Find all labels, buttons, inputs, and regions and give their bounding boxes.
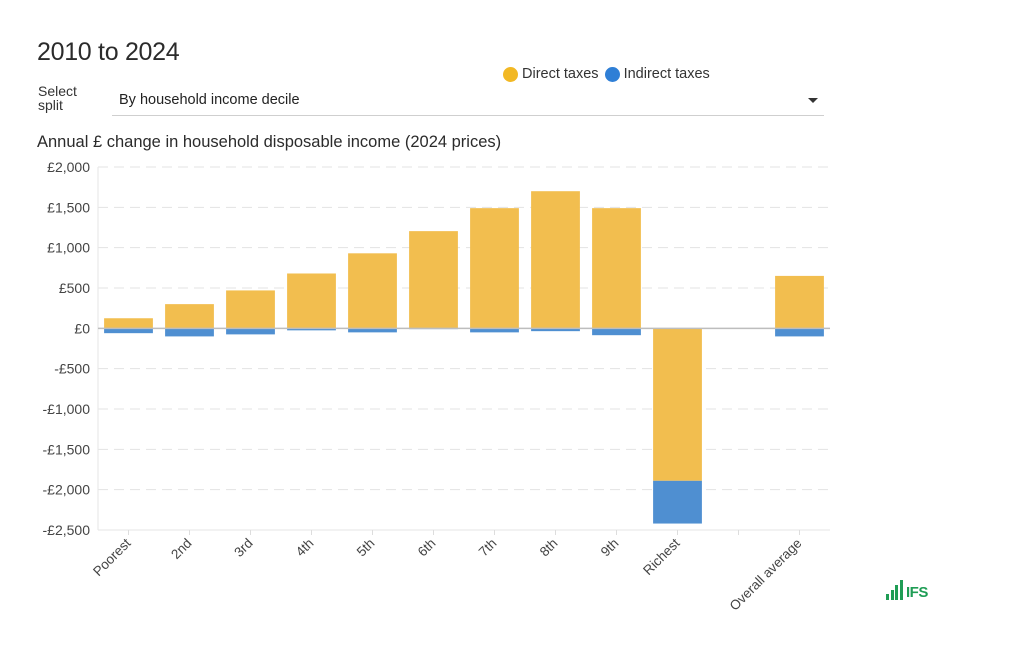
bar-direct	[592, 208, 641, 329]
y-tick-label: -£500	[54, 361, 90, 377]
bar-direct	[287, 273, 336, 329]
x-tick-label: 2nd	[168, 536, 195, 563]
bar-direct	[348, 253, 397, 329]
logo-text: IFS	[906, 584, 928, 601]
bar-indirect	[531, 328, 580, 332]
x-tick-label: 7th	[476, 536, 500, 560]
legend-dot-direct-icon	[503, 66, 518, 82]
x-tick-label: Overall average	[727, 536, 805, 614]
split-select-dropdown[interactable]: By household income decile	[112, 84, 824, 116]
chevron-down-icon[interactable]	[808, 98, 818, 103]
bar-indirect	[653, 480, 702, 524]
bar-direct	[470, 208, 519, 329]
bar-direct	[653, 328, 702, 481]
chart-title: 2010 to 2024	[37, 38, 180, 66]
x-tick-label: 5th	[354, 536, 378, 560]
x-tick-label: 9th	[598, 536, 622, 560]
y-tick-label: -£2,000	[43, 482, 91, 498]
y-tick-label: -£2,500	[43, 522, 91, 538]
chart-subtitle: Annual £ change in household disposable …	[37, 133, 502, 151]
bar-indirect	[104, 328, 153, 334]
bar-indirect	[226, 328, 275, 335]
y-tick-label: -£1,000	[43, 401, 91, 417]
chart-legend: Direct taxes Indirect taxes	[503, 66, 716, 82]
bar-indirect	[165, 328, 214, 337]
bar-indirect	[470, 328, 519, 333]
bar-direct	[531, 191, 580, 329]
x-tick-label: 8th	[537, 536, 561, 560]
y-tick-label: £1,500	[47, 199, 90, 215]
bar-indirect	[775, 328, 824, 337]
bar-direct	[409, 231, 458, 329]
y-tick-label: -£1,500	[43, 441, 91, 457]
y-tick-label: £0	[74, 320, 90, 336]
x-tick-label: Richest	[640, 535, 683, 578]
legend-label-indirect: Indirect taxes	[623, 66, 710, 82]
bar-direct	[775, 275, 824, 329]
y-tick-label: £500	[59, 280, 90, 296]
bar-direct	[165, 304, 214, 329]
legend-label-direct: Direct taxes	[522, 66, 599, 82]
legend-item-direct-taxes[interactable]: Direct taxes	[503, 66, 599, 82]
y-tick-label: £2,000	[47, 159, 90, 175]
legend-item-indirect-taxes[interactable]: Indirect taxes	[604, 66, 710, 82]
bar-chart-logo-icon	[886, 580, 904, 600]
split-select-value: By household income decile	[119, 92, 300, 108]
bar-direct	[226, 290, 275, 329]
x-tick-label: 3rd	[231, 536, 255, 560]
x-tick-label: 6th	[415, 536, 439, 560]
bar-indirect	[287, 328, 336, 331]
ifs-logo: IFS	[886, 580, 928, 600]
select-split-label: Select split	[38, 83, 77, 113]
bar-indirect	[592, 328, 641, 336]
bar-direct	[104, 318, 153, 329]
legend-dot-indirect-icon	[604, 66, 620, 82]
y-tick-label: £1,000	[47, 240, 90, 256]
bar-indirect	[348, 328, 397, 333]
x-tick-label: 4th	[293, 536, 317, 560]
x-tick-label: Poorest	[90, 535, 134, 579]
